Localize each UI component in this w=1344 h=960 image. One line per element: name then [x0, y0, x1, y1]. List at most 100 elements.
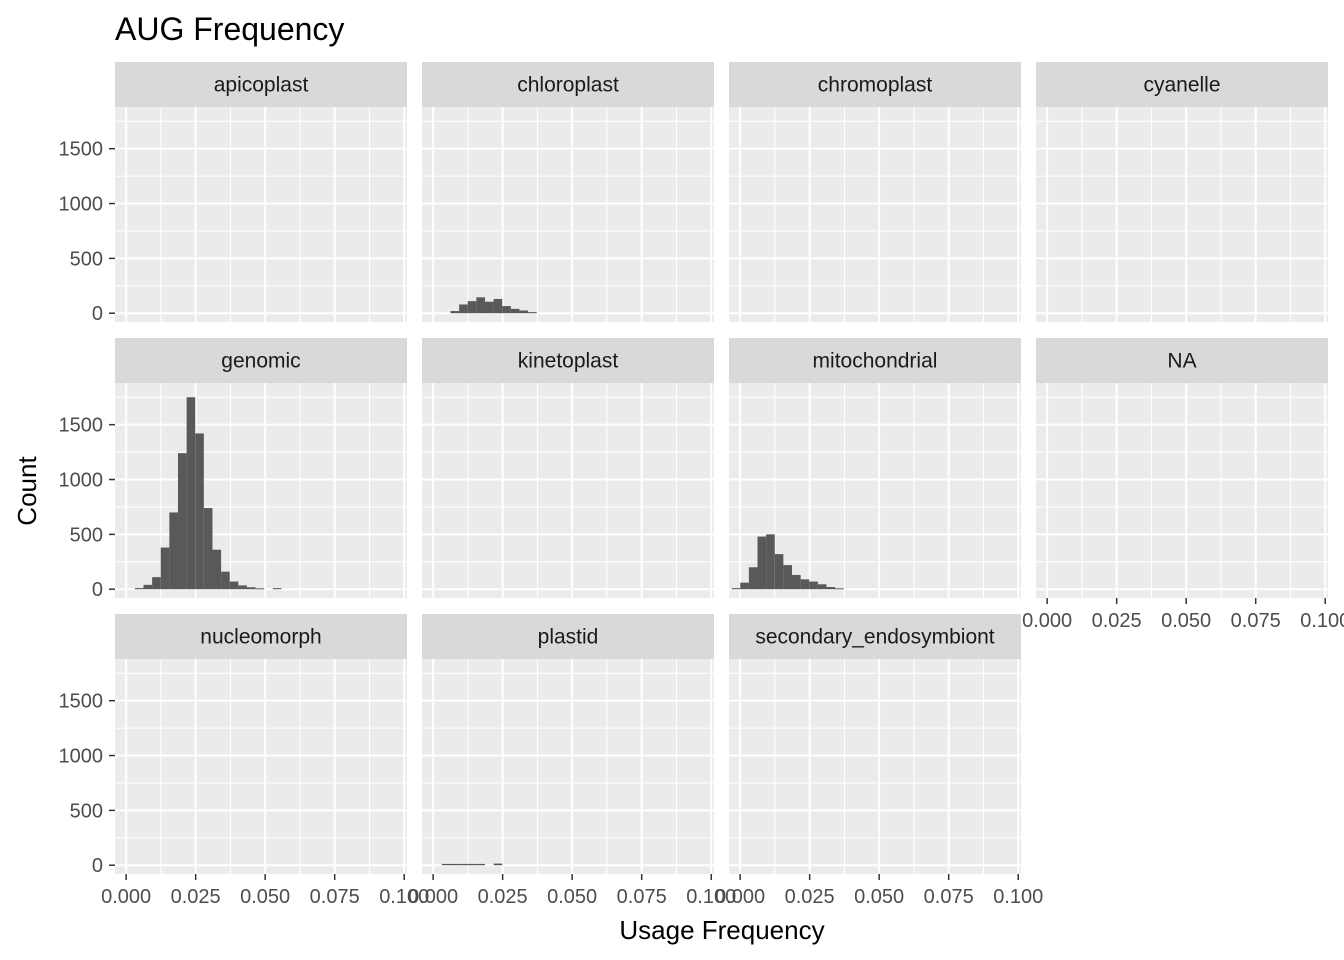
x-tick-label: 0.100 [379, 886, 429, 908]
y-tick-label: 1500 [59, 139, 104, 161]
facet-strip-label: chloroplast [517, 74, 619, 97]
histogram-bar [519, 310, 529, 314]
x-tick-label: 0.000 [1022, 610, 1072, 632]
facet-strip-label: genomic [221, 350, 300, 373]
histogram-bar [748, 567, 758, 590]
x-tick-label: 0.025 [171, 886, 221, 908]
y-tick-label: 0 [92, 855, 103, 877]
histogram-bar [826, 587, 836, 590]
facet-strip-label: secondary_endosymbiont [755, 626, 994, 649]
histogram-bar [152, 577, 161, 590]
panel-background [422, 659, 714, 874]
histogram-bar [510, 308, 520, 314]
histogram-bar [238, 585, 247, 590]
facet-strip [115, 338, 407, 383]
x-tick-label: 0.025 [478, 886, 528, 908]
y-tick-label: 500 [70, 524, 103, 546]
facet-strip-label: chromoplast [818, 74, 933, 97]
panel-background [729, 107, 1021, 322]
x-tick-label: 0.050 [547, 886, 597, 908]
facet-panel-secondary_endosymbiont: secondary_endosymbiont 0.000 0.025 0.050 0.0… [715, 614, 1043, 908]
histogram-bar [835, 588, 844, 590]
y-tick-label: 1000 [59, 746, 104, 768]
facet-strip-label: plastid [538, 626, 599, 649]
facet-strip [422, 338, 714, 383]
x-tick-label: 0.075 [617, 886, 667, 908]
histogram-bar [143, 584, 153, 590]
facet-strip-label: nucleomorph [200, 626, 321, 649]
histogram-bar [450, 863, 460, 866]
histogram-bar [459, 304, 468, 314]
panel-background [1036, 383, 1328, 598]
facet-panel-chloroplast: chloroplast [422, 62, 714, 322]
chart-title: AUG Frequency [115, 11, 344, 47]
facet-panel-genomic: genomic 0 500 1000 1500 [59, 338, 407, 601]
facet-panel-kinetoplast: kinetoplast [422, 338, 714, 598]
histogram-bar [450, 311, 460, 314]
histogram-bar [467, 863, 477, 866]
facet-strip [115, 62, 407, 107]
y-tick-label: 1500 [59, 691, 104, 713]
histogram-bar [800, 579, 810, 590]
x-tick-label: 0.025 [1092, 610, 1142, 632]
histogram-bar [493, 298, 503, 314]
x-tick-label: 0.000 [408, 886, 458, 908]
facet-strip [422, 614, 714, 659]
facet-strip-label: cyanelle [1143, 74, 1220, 97]
panel-background [1036, 107, 1328, 322]
x-tick-label: 0.000 [715, 886, 765, 908]
histogram-bar [246, 587, 256, 590]
x-tick-label: 0.000 [101, 886, 151, 908]
histogram-bar [766, 534, 775, 590]
panel-background [115, 107, 407, 322]
histogram-bar [160, 547, 170, 590]
y-tick-label: 1000 [59, 194, 104, 216]
y-tick-label: 1500 [59, 415, 104, 437]
facet-panels: apicoplast 0 500 1000 1500 chloroplast chromop… [59, 62, 1344, 908]
facet-strip [1036, 338, 1328, 383]
y-tick-label: 0 [92, 303, 103, 325]
histogram-bar [731, 588, 741, 590]
panel-background [729, 659, 1021, 874]
facet-strip-label: apicoplast [214, 74, 309, 97]
facet-strip [729, 338, 1021, 383]
histogram-bar [459, 863, 468, 866]
histogram-bar [476, 297, 485, 314]
x-tick-label: 0.075 [1231, 610, 1281, 632]
facet-panel-plastid: plastid 0.000 0.025 0.050 0.075 0.100 [408, 614, 736, 908]
histogram-bar [493, 863, 503, 866]
panel-background [115, 383, 407, 598]
facet-panel-NA: NA 0.000 0.025 0.050 0.075 0.100 [1022, 338, 1344, 632]
facet-panel-apicoplast: apicoplast 0 500 1000 1500 [59, 62, 407, 325]
histogram-bar [783, 565, 792, 590]
y-tick-label: 500 [70, 248, 103, 270]
histogram-bar [255, 588, 265, 590]
histogram-bar [528, 312, 537, 314]
facet-panel-chromoplast: chromoplast [729, 62, 1021, 322]
histogram-bar [272, 588, 282, 590]
x-tick-label: 0.050 [240, 886, 290, 908]
histogram-bar [809, 581, 818, 590]
panel-background [422, 107, 714, 322]
histogram-bar [441, 863, 451, 866]
facet-panel-mitochondrial: mitochondrial [729, 338, 1021, 598]
histogram-bar [740, 582, 749, 590]
facet-strip [422, 62, 714, 107]
histogram-bar [229, 581, 239, 590]
histogram-bar [484, 301, 494, 314]
histogram-bar [134, 588, 144, 590]
x-tick-label: 0.075 [924, 886, 974, 908]
x-tick-label: 0.100 [686, 886, 736, 908]
histogram-bar [169, 512, 178, 590]
histogram-bar [757, 536, 767, 590]
y-tick-label: 500 [70, 800, 103, 822]
x-tick-label: 0.050 [854, 886, 904, 908]
histogram-bar [186, 397, 196, 590]
facet-strip-label: kinetoplast [518, 350, 619, 373]
panel-background [422, 383, 714, 598]
x-axis-title: Usage Frequency [619, 915, 824, 945]
x-tick-label: 0.050 [1161, 610, 1211, 632]
panel-background [115, 659, 407, 874]
facet-panel-cyanelle: cyanelle [1036, 62, 1328, 322]
histogram-bar [476, 863, 485, 866]
